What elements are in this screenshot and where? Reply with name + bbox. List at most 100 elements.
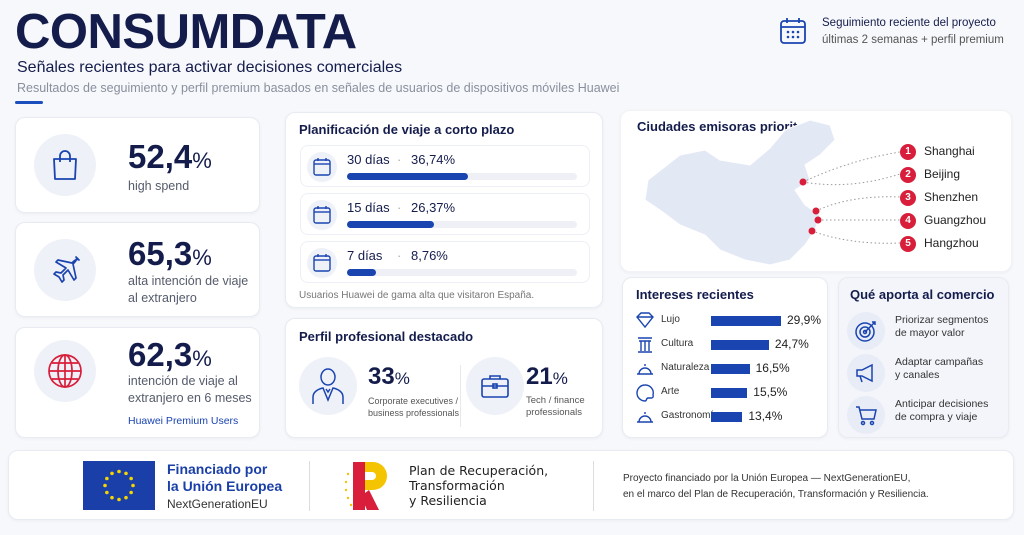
benefit-text: Priorizar segmentos de mayor valor [895, 314, 989, 339]
calendar-icon [307, 152, 337, 182]
shopping-bag-icon [34, 134, 96, 196]
stat-card-high-spend: 52,4% high spend [15, 117, 260, 213]
interest-row: Cultura 24,7% [635, 335, 825, 355]
progress-fill [347, 173, 468, 180]
trip-label: 7 días [347, 248, 383, 263]
trip-row-15: 15 días · 26,37% [300, 193, 590, 235]
separator: · [397, 200, 402, 215]
globe-icon [34, 340, 96, 402]
interest-name: Lujo [661, 314, 680, 325]
rank-badge: 2 [900, 167, 916, 183]
interest-row: Gastronomía 13,4% [635, 407, 825, 427]
stat-card-6-months: 62,3% intención de viaje al extranjero e… [15, 327, 260, 438]
calendar-icon [307, 200, 337, 230]
eu-flag-logo [83, 461, 155, 510]
progress-fill [347, 269, 376, 276]
divider [460, 365, 461, 427]
interest-bar [711, 388, 748, 398]
progress-track [347, 221, 577, 228]
interest-value: 13,4% [748, 409, 783, 423]
trip-label: 30 días [347, 152, 390, 167]
profile-title: Perfil profesional destacado [299, 329, 474, 344]
benefits-card: Qué aporta al comercio Priorizar segment… [838, 277, 1009, 438]
trip-value: 36,74% [411, 152, 456, 167]
megaphone-icon [847, 354, 885, 392]
tracking-badge-line1: Seguimiento reciente del proyecto [822, 17, 996, 29]
stat-label: alta intención de viaje al extranjero [128, 274, 249, 305]
tracking-badge-line2: últimas 2 semanas + perfil premium [822, 34, 1004, 46]
diamond-icon [636, 312, 654, 329]
accent-underline [15, 101, 43, 104]
rank-badge: 4 [900, 213, 916, 229]
trip-footnote: Usuarios Huawei de gama alta que visitar… [299, 290, 535, 301]
benefit-text: Adaptar campañas y canales [895, 356, 984, 381]
interest-bar [711, 316, 781, 326]
stat-value: 62,3% [128, 336, 212, 373]
businessman-icon [299, 357, 357, 415]
stat-value: 65,3% [128, 235, 212, 272]
profile-label: Tech / finance professionals [526, 395, 585, 418]
progress-track [347, 269, 577, 276]
trip-planning-card: Planificación de viaje a corto plazo 30 … [285, 112, 603, 308]
interest-value: 15,5% [753, 385, 788, 399]
page-title: CONSUMDATA [15, 5, 357, 59]
trip-row-7: 7 días · 8,76% [300, 241, 590, 283]
interest-name: Cultura [661, 338, 694, 349]
interests-title: Intereses recientes [636, 287, 754, 302]
cloche-icon [637, 364, 653, 375]
benefit-item: Priorizar segmentos de mayor valor [847, 310, 1007, 354]
trip-label: 15 días [347, 200, 390, 215]
stat-card-travel-intent: 65,3% alta intención de viaje al extranj… [15, 222, 260, 317]
stat-value: 52,4% [128, 138, 212, 175]
prtr-logo [344, 462, 387, 510]
trip-planning-title: Planificación de viaje a corto plazo [299, 122, 515, 137]
interest-bar [711, 412, 743, 422]
interest-row: Lujo 29,9% [635, 311, 825, 331]
calendar-icon [778, 16, 808, 46]
benefit-item: Adaptar campañas y canales [847, 352, 1007, 396]
stat-label: intención de viaje al extranjero en 6 me… [128, 374, 252, 405]
profile-label: Corporate executives / business professio… [368, 396, 460, 418]
trip-value: 26,37% [411, 200, 456, 215]
city-name: Hangzhou [924, 236, 979, 250]
city-name: Beijing [924, 167, 961, 181]
interest-bar [711, 364, 750, 374]
nextgen-text: NextGenerationEU [167, 497, 268, 511]
trip-row-30: 30 días · 36,74% [300, 145, 590, 187]
airplane-icon [34, 239, 96, 301]
interest-row: Arte 15,5% [635, 383, 825, 403]
interest-bar [711, 340, 769, 350]
benefit-item: Anticipar decisiones de compra y viaje [847, 394, 1007, 438]
page-subtitle: Señales recientes para activar decisione… [17, 59, 403, 76]
city-name: Shanghai [924, 144, 975, 158]
interests-card: Intereses recientes Lujo 29,9% Cultura 24,7… [622, 277, 828, 438]
profile-value: 33% [368, 363, 410, 390]
city-name: Shenzhen [924, 190, 979, 204]
progress-fill [347, 221, 434, 228]
china-map [644, 119, 901, 266]
page-description: Resultados de seguimiento y perfil premi… [17, 81, 620, 95]
divider [309, 461, 310, 511]
calendar-icon [307, 248, 337, 278]
column-icon [638, 337, 652, 353]
stat-label: high spend [128, 179, 190, 193]
funding-footer: Financiado por la Unión Europea NextGener… [8, 450, 1014, 520]
rank-badge: 5 [900, 236, 916, 252]
profile-card: Perfil profesional destacado 33% Corpora… [285, 318, 603, 438]
interest-name: Gastronomía [661, 410, 719, 421]
benefit-text: Anticipar decisiones de compra y viaje [895, 398, 989, 423]
separator: · [397, 152, 402, 167]
briefcase-icon [466, 357, 524, 415]
city-name: Guangzhou [924, 213, 987, 227]
divider [593, 461, 594, 511]
target-icon [847, 312, 885, 350]
separator: · [397, 248, 402, 263]
funding-note: Proyecto financiado por la Unión Europea… [623, 473, 929, 500]
cities-title: Ciudades emisoras prioritarias [637, 119, 828, 134]
rank-badge: 1 [900, 144, 916, 160]
interest-value: 24,7% [774, 337, 809, 351]
cart-icon [847, 396, 885, 434]
eu-funding-text: Financiado por la Unión Europea [167, 461, 283, 494]
benefits-title: Qué aporta al comercio [850, 287, 995, 302]
profile-value: 21% [526, 363, 568, 390]
